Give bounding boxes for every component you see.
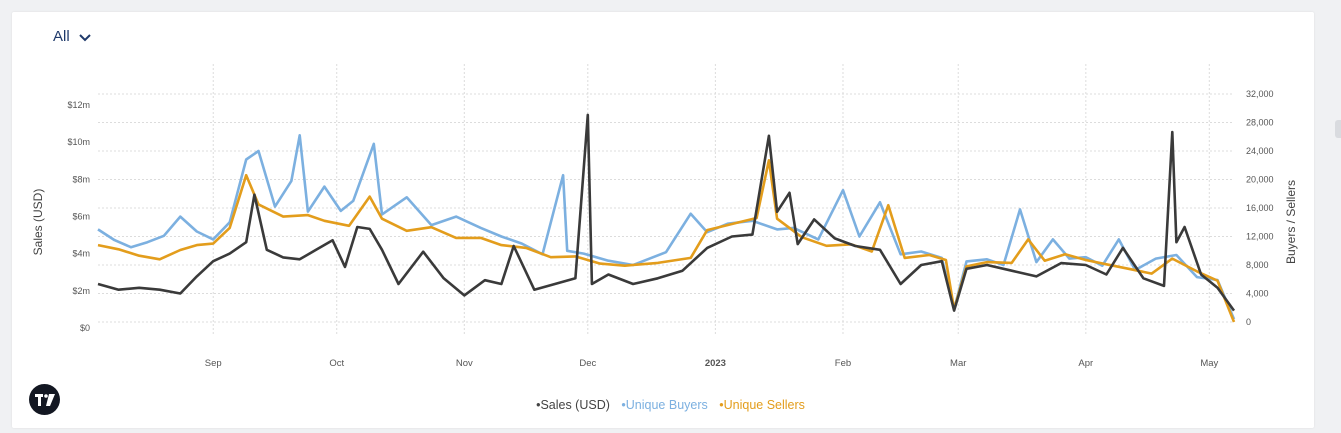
range-selector-label: All [53, 28, 70, 45]
left-tick-label: $12m [67, 100, 90, 110]
x-axis-ticks: Sep Oct Nov Dec 2023 Feb Mar Apr May [205, 358, 1219, 369]
tradingview-logo-glyph [34, 393, 55, 406]
x-tick-label: 2023 [705, 358, 726, 369]
tradingview-logo-icon[interactable] [29, 384, 60, 415]
left-axis-title: Sales (USD) [31, 189, 45, 256]
x-tick-label: Mar [950, 358, 966, 369]
x-tick-label: Nov [456, 358, 473, 369]
chevron-down-icon [78, 33, 91, 41]
left-tick-label: $0 [80, 323, 90, 333]
x-tick-label: Apr [1078, 358, 1093, 369]
x-tick-label: Feb [835, 358, 851, 369]
right-tick-label: 28,000 [1246, 118, 1274, 128]
series-lines [97, 113, 1236, 323]
grid-lines [98, 64, 1234, 334]
left-axis-ticks: $0 $2m $4m $6m $8m $10m $12m [67, 100, 90, 333]
right-axis-title: Buyers / Sellers [1284, 180, 1298, 264]
x-tick-label: May [1200, 358, 1218, 369]
right-tick-label: 12,000 [1246, 232, 1274, 242]
legend-item-sellers[interactable]: •Unique Sellers [719, 398, 805, 412]
right-tick-label: 0 [1246, 317, 1251, 327]
left-tick-label: $10m [67, 137, 90, 147]
right-axis-ticks: 0 4,000 8,000 12,000 16,000 20,000 24,000 28,00… [1246, 89, 1274, 327]
right-tick-label: 4,000 [1246, 289, 1269, 299]
range-selector[interactable]: All [53, 28, 92, 45]
sales-line [97, 113, 1236, 312]
right-tick-label: 8,000 [1246, 260, 1269, 270]
left-tick-label: $8m [72, 174, 90, 184]
chart-legend: •Sales (USD) •Unique Buyers •Unique Sell… [0, 398, 1341, 412]
left-tick-label: $6m [72, 212, 90, 222]
x-tick-label: Oct [329, 358, 344, 369]
right-tick-label: 16,000 [1246, 203, 1274, 213]
left-tick-label: $2m [72, 286, 90, 296]
right-tick-label: 32,000 [1246, 89, 1274, 99]
legend-item-buyers[interactable]: •Unique Buyers [621, 398, 708, 412]
sellers-line [97, 159, 1236, 323]
left-tick-label: $4m [72, 249, 90, 259]
x-tick-label: Sep [205, 358, 222, 369]
legend-item-sales[interactable]: •Sales (USD) [536, 398, 610, 412]
scrollbar-thumb[interactable] [1335, 120, 1341, 138]
right-tick-label: 24,000 [1246, 146, 1274, 156]
x-tick-label: Dec [579, 358, 596, 369]
right-tick-label: 20,000 [1246, 175, 1274, 185]
buyers-line [97, 134, 1236, 320]
